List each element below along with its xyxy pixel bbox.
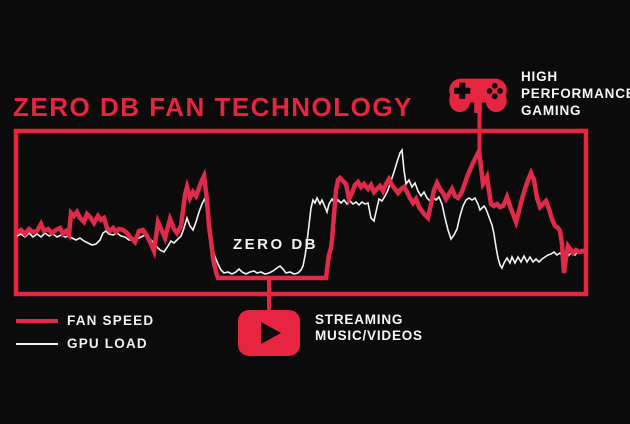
play-triangle (261, 322, 281, 344)
legend-row-gpu-load: GPU LOAD (16, 332, 154, 355)
gaming-line-1: HIGH (521, 69, 558, 84)
page-title: ZERO DB FAN TECHNOLOGY (13, 92, 413, 122)
legend-row-fan-speed: FAN SPEED (16, 309, 154, 332)
action-buttons (486, 82, 503, 100)
gamepad-icon (449, 78, 507, 114)
legend: FAN SPEED GPU LOAD (16, 309, 154, 355)
play-icon (238, 310, 300, 356)
zero-db-label: ZERO DB (233, 236, 318, 253)
gpu-load-line (16, 147, 588, 275)
gaming-line-2: PERFORMANCE (521, 86, 630, 101)
streaming-line-1: STREAMING (315, 312, 404, 327)
gaming-line-3: GAMING (521, 103, 582, 118)
gaming-callout-text: HIGH PERFORMANCE GAMING (521, 68, 630, 119)
streaming-line-2: MUSIC/VIDEOS (315, 328, 423, 343)
fan-speed-swatch (16, 318, 58, 323)
dpad-cross (454, 82, 471, 99)
fan-speed-label: FAN SPEED (67, 313, 155, 328)
gpu-load-swatch (16, 342, 58, 345)
chart-border (13, 128, 589, 297)
gpu-load-label: GPU LOAD (67, 336, 148, 351)
fan-speed-line (15, 143, 588, 281)
streaming-callout-text: STREAMING MUSIC/VIDEOS (315, 312, 423, 344)
